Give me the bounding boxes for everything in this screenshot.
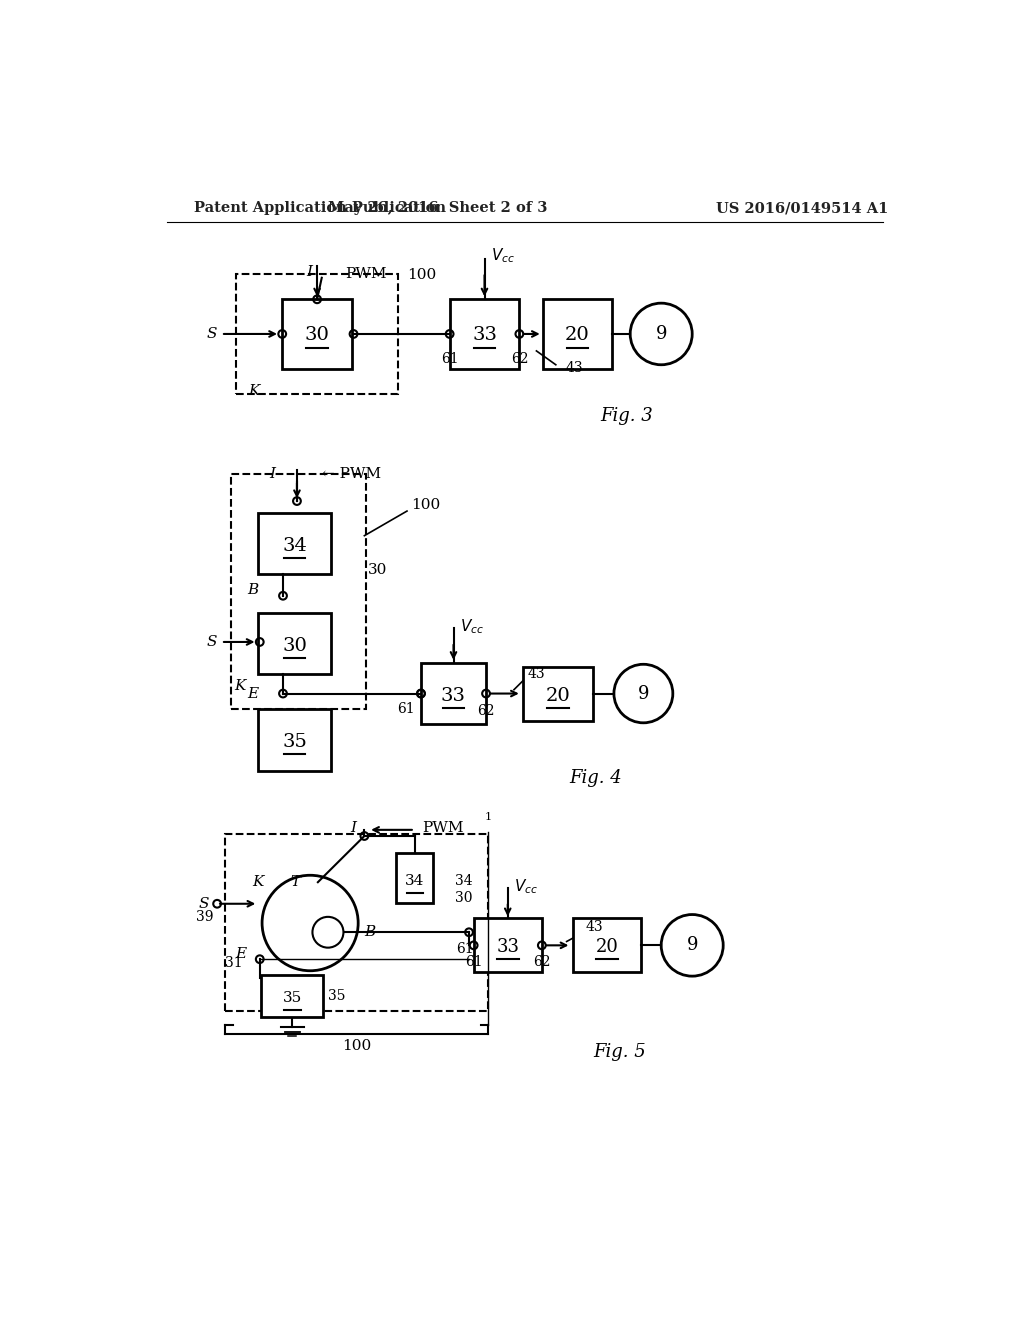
Text: 33: 33 xyxy=(441,686,466,705)
Bar xyxy=(261,975,324,1018)
Text: $V_{cc}$: $V_{cc}$ xyxy=(514,878,538,896)
Text: K: K xyxy=(252,875,263,890)
Text: 34: 34 xyxy=(406,874,424,887)
Text: 30: 30 xyxy=(455,891,472,904)
Text: S: S xyxy=(207,635,217,649)
Text: B: B xyxy=(365,925,376,940)
Bar xyxy=(225,834,488,1011)
Text: May 26, 2016  Sheet 2 of 3: May 26, 2016 Sheet 2 of 3 xyxy=(329,202,548,215)
Text: 62: 62 xyxy=(477,705,495,718)
Text: 100: 100 xyxy=(407,268,436,282)
Text: 30: 30 xyxy=(369,564,388,577)
Text: 20: 20 xyxy=(596,939,618,956)
Text: 100: 100 xyxy=(342,1039,372,1053)
Text: 33: 33 xyxy=(472,326,497,345)
Bar xyxy=(572,919,641,973)
Text: ← PWM: ← PWM xyxy=(322,467,381,480)
Text: 35: 35 xyxy=(283,733,307,751)
Text: 34: 34 xyxy=(455,874,473,887)
Text: 43: 43 xyxy=(527,668,545,681)
Text: 33: 33 xyxy=(497,939,519,956)
Text: Fig. 5: Fig. 5 xyxy=(593,1043,646,1060)
Text: I: I xyxy=(350,821,356,836)
Text: 61: 61 xyxy=(440,351,459,366)
Text: 61: 61 xyxy=(396,702,415,715)
Bar xyxy=(236,275,398,393)
Text: 34: 34 xyxy=(283,537,307,554)
Text: 1: 1 xyxy=(484,812,492,822)
Text: Patent Application Publication: Patent Application Publication xyxy=(194,202,445,215)
Text: K: K xyxy=(248,384,259,397)
Bar xyxy=(396,853,433,903)
Text: 61: 61 xyxy=(457,942,474,956)
Text: US 2016/0149514 A1: US 2016/0149514 A1 xyxy=(716,202,889,215)
Text: 20: 20 xyxy=(565,326,590,345)
Bar xyxy=(230,474,367,709)
Text: Fig. 4: Fig. 4 xyxy=(569,770,623,787)
Text: K: K xyxy=(234,678,246,693)
Text: 39: 39 xyxy=(196,909,213,924)
Text: $V_{cc}$: $V_{cc}$ xyxy=(490,246,515,265)
Text: 43: 43 xyxy=(586,920,603,933)
Text: Fig. 3: Fig. 3 xyxy=(601,408,653,425)
Text: 43: 43 xyxy=(566,360,584,375)
Text: 30: 30 xyxy=(305,326,330,345)
Text: 20: 20 xyxy=(546,686,570,705)
Text: 62: 62 xyxy=(511,351,528,366)
Text: $V_{cc}$: $V_{cc}$ xyxy=(460,618,483,636)
Text: 100: 100 xyxy=(411,498,440,512)
Text: 9: 9 xyxy=(638,685,649,702)
Text: S: S xyxy=(207,327,217,341)
Text: T: T xyxy=(291,875,301,890)
Text: S: S xyxy=(199,896,209,911)
Bar xyxy=(258,612,332,675)
Bar xyxy=(258,709,332,771)
Text: 9: 9 xyxy=(655,325,667,343)
Text: PWM: PWM xyxy=(345,267,386,281)
Text: 35: 35 xyxy=(328,989,345,1003)
Text: E: E xyxy=(247,686,258,701)
Bar xyxy=(450,300,519,368)
Bar xyxy=(474,919,542,973)
Text: 61: 61 xyxy=(465,954,482,969)
Text: 9: 9 xyxy=(686,936,698,954)
Text: 35: 35 xyxy=(283,991,302,1005)
Text: I: I xyxy=(269,467,275,480)
Text: 31: 31 xyxy=(225,956,243,970)
Text: 30: 30 xyxy=(283,636,307,655)
Text: PWM: PWM xyxy=(423,821,464,836)
Bar xyxy=(258,512,332,574)
Bar xyxy=(283,300,352,368)
Bar xyxy=(523,667,593,721)
Bar xyxy=(543,300,612,368)
Text: E: E xyxy=(236,946,247,961)
Text: I: I xyxy=(306,264,312,279)
Text: 62: 62 xyxy=(534,954,551,969)
Text: B: B xyxy=(247,582,258,597)
Bar xyxy=(421,663,486,725)
